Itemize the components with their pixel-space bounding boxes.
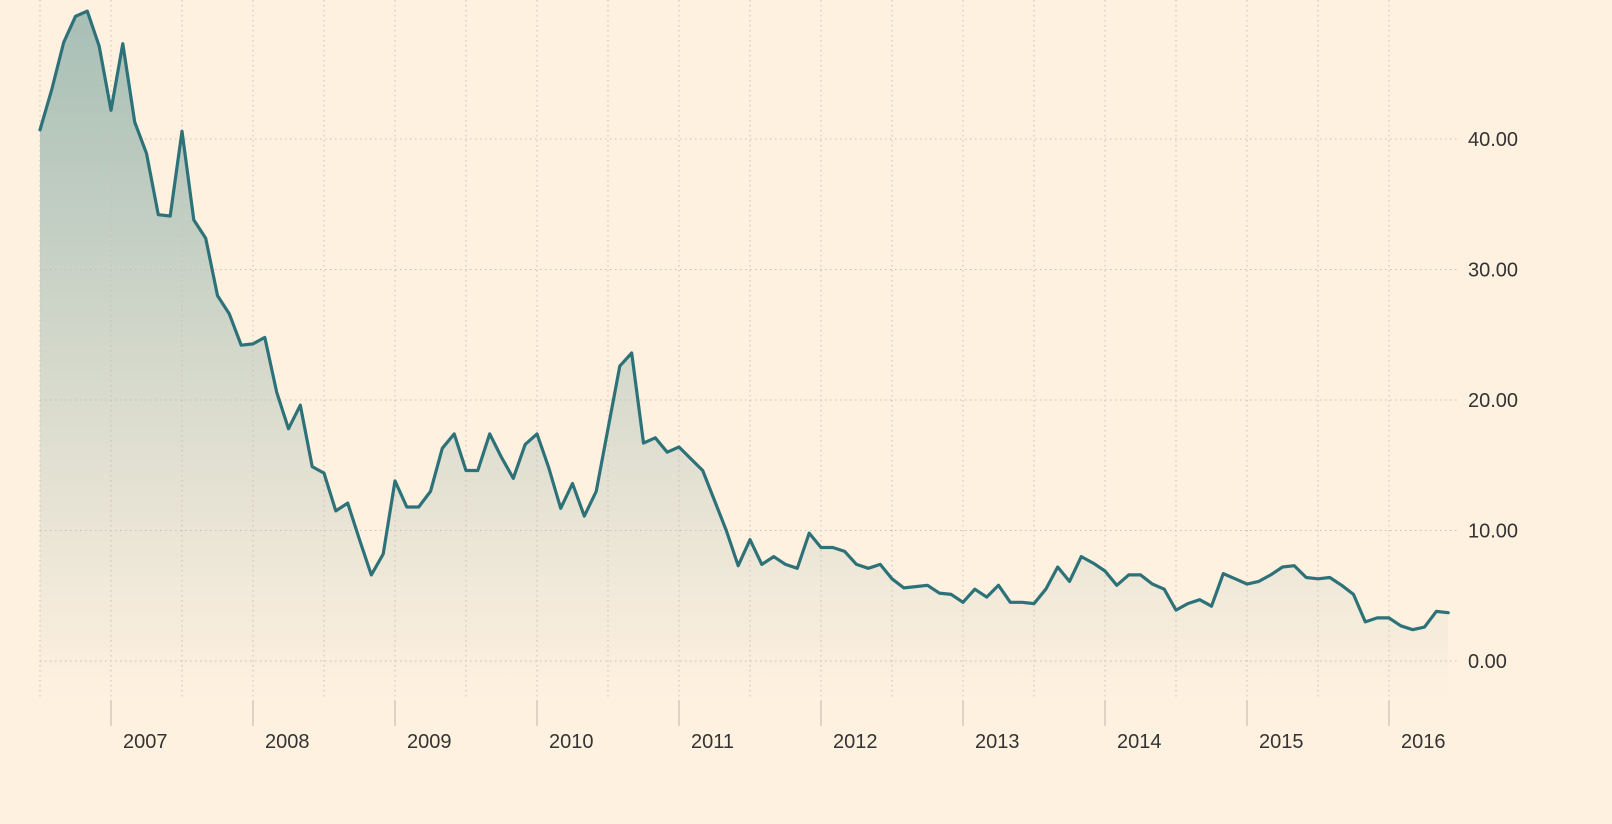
x-tick-label: 2012 [833,731,878,753]
series-line [38,9,1450,632]
line-layer [38,9,1450,632]
y-tick-label: 20.00 [1468,390,1518,412]
y-tick-label: 0.00 [1468,651,1507,673]
x-tick-label: 2011 [691,731,734,753]
x-tick-label: 2016 [1401,731,1446,753]
area-fill-layer [40,11,1449,701]
x-tick-label: 2009 [407,731,452,753]
x-axis: 2007 2008 2009 2010 2011 2012 2013 2014 2015 2016 [110,700,1446,753]
y-axis: 0.00 10.00 20.00 30.00 40.00 [1468,129,1518,673]
x-tick-label: 2010 [549,731,594,753]
x-tick-label: 2015 [1259,731,1304,753]
x-tick-label: 2014 [1117,731,1162,753]
area-fill [40,11,1449,701]
x-tick-label: 2007 [123,731,168,753]
y-tick-label: 30.00 [1468,260,1518,282]
y-tick-label: 10.00 [1468,521,1518,543]
x-tick-label: 2008 [265,731,310,753]
x-tick-label: 2013 [975,731,1020,753]
y-tick-label: 40.00 [1468,129,1518,151]
grid-layer [39,0,1460,700]
